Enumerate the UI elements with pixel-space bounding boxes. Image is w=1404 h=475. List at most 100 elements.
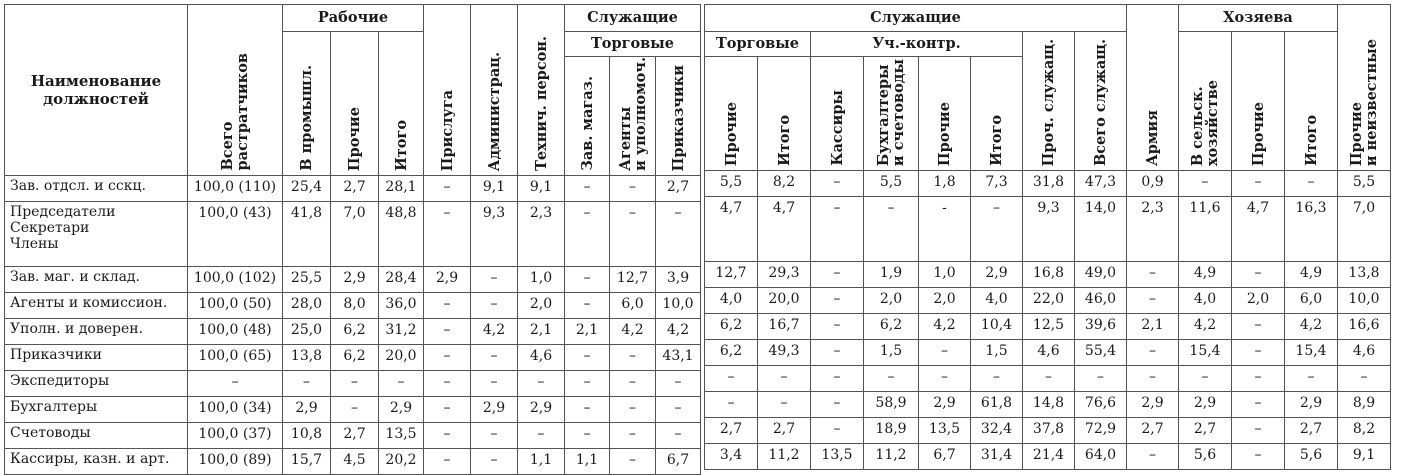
value-cell: 58,9: [863, 391, 919, 418]
position-name-cell: Уполн. и доверен.: [4, 317, 188, 345]
position-name-cell: Бухгалтеры: [4, 395, 188, 423]
value-cell: –: [423, 369, 471, 397]
value-cell: –: [1022, 365, 1075, 392]
value-cell: 1,5: [863, 339, 919, 366]
value-cell: 13,5: [378, 421, 424, 449]
value-cell: 3,4: [704, 443, 758, 470]
value-cell: –: [918, 339, 971, 366]
header-servants: Прислуга: [423, 4, 471, 176]
header-owners-agri: В сельск. хозяйстве: [1178, 31, 1232, 171]
value-cell: 4,0: [704, 287, 758, 314]
value-cell: 7,0: [1337, 196, 1391, 262]
value-cell: 2,9: [423, 265, 471, 293]
value-cell: –: [330, 395, 379, 423]
value-cell: 2,9: [1178, 391, 1232, 418]
position-name-cell: Приказчики: [4, 343, 188, 371]
value-cell: 16,7: [757, 313, 811, 340]
value-cell: 2,1: [1126, 313, 1179, 340]
value-cell: 37,8: [1022, 417, 1075, 444]
value-cell: 5,5: [863, 170, 919, 197]
value-cell: 9,1: [517, 174, 565, 202]
value-cell: 4,7: [704, 196, 758, 262]
value-cell: 2,9: [1284, 391, 1338, 418]
value-cell: –: [1231, 313, 1285, 340]
value-cell: 9,1: [470, 174, 518, 202]
value-cell: 6,2: [704, 339, 758, 366]
value-cell: 49,0: [1074, 261, 1127, 288]
value-cell: 6,7: [655, 447, 701, 475]
header-trade-cont: Торговые: [704, 31, 811, 57]
value-cell: 4,0: [1178, 287, 1232, 314]
value-cell: 9,1: [1337, 443, 1391, 470]
header-admin: Администрац.: [470, 4, 518, 176]
value-cell: –: [757, 365, 811, 392]
value-cell: 11,6: [1178, 196, 1232, 262]
value-cell: 1,8: [918, 170, 971, 197]
value-cell: 72,9: [1074, 417, 1127, 444]
value-cell: 10,0: [1337, 287, 1391, 314]
value-cell: 4,7: [1231, 196, 1285, 262]
value-cell: 2,7: [757, 417, 811, 444]
value-cell: –: [970, 196, 1023, 262]
header-tech: Технич. персон.: [517, 4, 565, 176]
value-cell: 4,9: [1178, 261, 1232, 288]
value-cell: 2,3: [517, 200, 565, 267]
value-cell: 2,7: [1126, 417, 1179, 444]
value-cell: 2,9: [378, 395, 424, 423]
table-row: Кассиры, казн. и арт. 100,0 (89) 15,7 4,5 20…: [4, 447, 701, 475]
value-cell: 2,9: [330, 265, 379, 293]
value-cell: 10,4: [970, 313, 1023, 340]
value-cell: 10,8: [282, 421, 331, 449]
value-cell: 4,9: [1284, 261, 1338, 288]
header-employees-cont: Служащие: [704, 4, 1127, 32]
value-cell: –: [1126, 339, 1179, 366]
value-cell: –: [423, 200, 471, 267]
value-cell: 4,2: [1284, 313, 1338, 340]
value-cell: 49,3: [757, 339, 811, 366]
table-left-body: Зав. отдсл. и сскц. 100,0 (110) 25,4 2,7 28,…: [4, 174, 701, 475]
header-trade-total: Итого: [757, 56, 811, 171]
value-cell: –: [609, 395, 656, 423]
header-unknown: Прочие и неизвестные: [1337, 4, 1391, 171]
value-cell: 11,2: [757, 443, 811, 470]
value-cell: –: [423, 317, 471, 345]
header-employees: Служащие: [564, 4, 701, 32]
value-cell: 22,0: [1022, 287, 1075, 314]
value-cell: –: [423, 291, 471, 319]
value-cell: 7,0: [330, 200, 379, 267]
value-cell: –: [564, 174, 610, 202]
position-name-cell: Экспедиторы: [4, 369, 188, 397]
value-cell: 25,4: [282, 174, 331, 202]
table-row: 6,2 49,3–1,5–1,5 4,6 55,4–15,4–15,4 4,6: [704, 339, 1391, 366]
value-cell: 47,3: [1074, 170, 1127, 197]
table-row: 12,7 29,3–1,9 1,0 2,9 16,8 49,0–4,9–4,9 13,8: [704, 261, 1391, 288]
value-cell: –: [609, 343, 656, 371]
value-cell: –: [564, 369, 610, 397]
header-owners-other: Прочие: [1231, 31, 1285, 171]
position-name-cell: Кассиры, казн. и арт.: [4, 447, 188, 475]
value-cell: –: [1074, 365, 1127, 392]
value-cell: 4,7: [757, 196, 811, 262]
value-cell: 4,2: [470, 317, 518, 345]
table-left: Наименование должностей Всего растратчик…: [4, 4, 701, 475]
value-cell: –: [1126, 261, 1179, 288]
value-cell: 13,8: [282, 343, 331, 371]
value-cell: 14,0: [1074, 196, 1127, 262]
value-cell: 1,0: [918, 261, 971, 288]
value-cell: 8,0: [330, 291, 379, 319]
table-right-body: 5,5 8,2–5,5 1,8 7,3 31,8 47,3 0,9– – –5,5 4,7 4,7–…: [704, 170, 1391, 470]
table-row: Председатели Секретари Члены 100,0 (43) 41…: [4, 200, 701, 267]
value-cell: –: [564, 395, 610, 423]
value-cell: –: [564, 291, 610, 319]
value-cell: –: [1178, 365, 1232, 392]
value-cell: 10,0: [655, 291, 701, 319]
header-other-employees: Проч. служащ.: [1022, 31, 1075, 171]
value-cell: –: [564, 343, 610, 371]
value-cell: 12,7: [704, 261, 758, 288]
table-row: Бухгалтеры 100,0 (34) 2,9–2,9–2,9 2,9– – –: [4, 395, 701, 423]
value-cell: 12,5: [1022, 313, 1075, 340]
value-cell: 2,9: [470, 395, 518, 423]
header-workers: Рабочие: [282, 4, 424, 32]
value-cell: 28,0: [282, 291, 331, 319]
value-cell: 5,5: [704, 170, 758, 197]
